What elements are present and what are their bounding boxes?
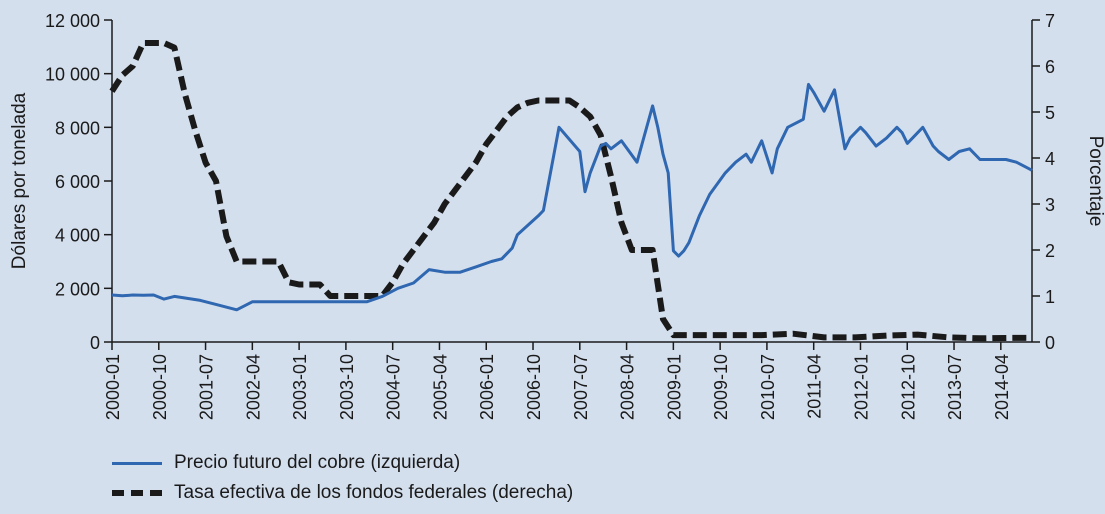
x-tick-label: 2006-01 (477, 354, 497, 420)
x-tick-label: 2011-04 (805, 354, 825, 419)
legend-label-copper: Precio futuro del cobre (izquierda) (174, 452, 461, 473)
right-tick-label: 4 (1045, 149, 1055, 169)
x-tick-label: 2004-07 (384, 354, 404, 420)
left-tick-label: 2 000 (55, 279, 100, 299)
x-tick-label: 2000-01 (103, 354, 123, 420)
left-tick-label: 6 000 (55, 172, 100, 192)
right-tick-label: 5 (1045, 103, 1055, 123)
x-tick-label: 2002-04 (243, 354, 263, 420)
x-tick-label: 2010-07 (758, 354, 778, 420)
right-tick-label: 6 (1045, 57, 1055, 77)
legend-swatch-copper (112, 461, 162, 465)
series-line-federal-funds-rate (109, 40, 1032, 342)
x-tick-label: 2003-01 (290, 354, 310, 420)
x-tick-label: 2003-10 (337, 354, 357, 420)
x-tick-label: 2012-01 (851, 354, 871, 420)
x-tick-label: 2012-10 (898, 354, 918, 420)
x-tick-label: 2001-07 (197, 354, 217, 420)
right-axis-ticks: 0 1 2 3 4 5 6 7 (1032, 11, 1055, 353)
right-tick-label: 2 (1045, 241, 1055, 261)
legend-item-copper: Precio futuro del cobre (izquierda) (112, 448, 573, 478)
x-tick-label: 2008-04 (618, 354, 638, 420)
x-tick-label: 2014-04 (992, 354, 1012, 420)
left-axis-title: Dólares por tonelada (9, 92, 30, 269)
left-tick-label: 10 000 (45, 65, 100, 85)
left-axis-ticks: 0 2 000 4 000 6 000 8 000 10 000 12 000 (45, 11, 112, 353)
series-line-copper-futures (111, 82, 1033, 312)
x-axis-ticks: 2000-01 2000-10 2001-07 2002-04 2003-01 2003-… (103, 342, 1012, 420)
right-tick-label: 7 (1045, 11, 1055, 31)
right-tick-label: 0 (1045, 333, 1055, 353)
right-axis-title: Porcentaje (1085, 136, 1105, 227)
left-tick-label: 12 000 (45, 11, 100, 31)
left-tick-label: 0 (90, 333, 100, 353)
legend-item-rate: Tasa efectiva de los fondos federales (d… (112, 478, 573, 508)
legend: Precio futuro del cobre (izquierda) Tasa… (112, 448, 573, 508)
x-tick-label: 2013-07 (945, 354, 965, 420)
left-tick-label: 4 000 (55, 226, 100, 246)
legend-label-rate: Tasa efectiva de los fondos federales (d… (174, 482, 574, 503)
x-tick-label: 2005-04 (430, 354, 450, 420)
x-tick-label: 2009-01 (664, 354, 684, 420)
right-tick-label: 3 (1045, 195, 1055, 215)
x-tick-label: 2000-10 (150, 354, 170, 420)
right-tick-label: 1 (1045, 287, 1055, 307)
legend-swatch-rate (112, 490, 162, 496)
x-tick-label: 2009-10 (711, 354, 731, 420)
x-tick-label: 2007-07 (571, 354, 591, 420)
x-tick-label: 2006-10 (524, 354, 544, 420)
left-tick-label: 8 000 (55, 118, 100, 138)
